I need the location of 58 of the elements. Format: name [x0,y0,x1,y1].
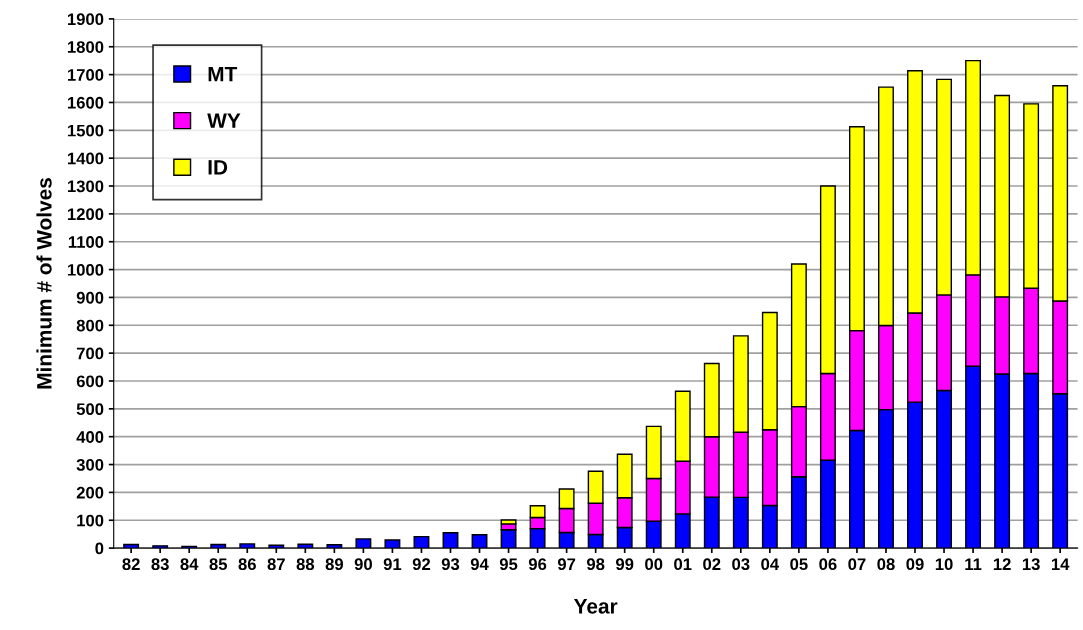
x-tick-label: 10 [935,558,953,571]
y-tick-label: 1200 [67,208,104,221]
x-tick-label: 95 [499,558,518,571]
x-tick-label: 06 [819,558,837,571]
x-tick-label: 87 [267,558,285,571]
x-tick-label: 96 [528,558,547,571]
x-tick-label: 85 [209,558,228,571]
y-tick-label: 1700 [67,69,104,81]
y-tick-label: 800 [76,319,104,332]
x-tick-label: 03 [732,558,750,571]
x-tick-label: 00 [645,558,663,571]
x-tick-label: 13 [1022,558,1040,571]
y-tick-label: 100 [77,514,104,527]
x-tick-label: 04 [761,558,780,571]
legend-label: WY [207,113,241,128]
y-tick-label: 300 [76,458,104,471]
y-axis-title: Minimum # of Wolves [36,178,52,389]
y-tick-label: 700 [76,347,104,360]
x-tick-label: 09 [906,558,924,571]
x-tick-label: 92 [412,558,431,571]
x-tick-label: 82 [122,558,140,571]
x-tick-label: 88 [296,558,315,571]
legend-label: ID [208,160,228,175]
x-tick-label: 90 [354,558,372,571]
x-tick-label: 02 [703,558,721,571]
legend-label: MT [208,66,238,82]
y-tick-label: 1800 [67,41,104,53]
x-tick-label: 01 [674,558,692,571]
y-tick-label: 1900 [67,13,104,26]
x-tick-label: 86 [238,558,256,571]
y-tick-label: 1500 [67,124,104,137]
y-tick-label: 0 [95,542,104,555]
x-tick-label: 91 [383,558,402,571]
y-tick-label: 400 [76,431,104,443]
y-tick-label: 1600 [67,96,104,109]
y-tick-label: 600 [76,375,104,388]
y-tick-label: 500 [76,403,104,416]
x-axis-title: Year [573,599,618,614]
x-tick-label: 89 [325,558,344,571]
x-tick-label: 98 [586,558,605,571]
x-tick-label: 97 [557,558,576,571]
y-tick-label: 900 [76,291,104,304]
x-tick-label: 94 [470,558,489,571]
x-tick-label: 99 [615,558,634,571]
y-tick-label: 1000 [67,263,104,276]
x-tick-label: 84 [180,558,199,571]
x-tick-label: 14 [1051,558,1070,570]
y-tick-label: 1400 [67,152,104,165]
y-tick-label: 1100 [68,236,104,248]
y-tick-label: 200 [76,486,104,499]
x-tick-label: 93 [441,558,460,571]
x-tick-label: 07 [848,558,866,571]
x-tick-label: 12 [993,558,1011,570]
x-tick-label: 05 [790,558,808,571]
x-tick-label: 83 [151,558,169,571]
x-tick-label: 11 [965,558,982,570]
x-tick-label: 08 [877,558,895,571]
y-tick-label: 1300 [67,180,104,193]
